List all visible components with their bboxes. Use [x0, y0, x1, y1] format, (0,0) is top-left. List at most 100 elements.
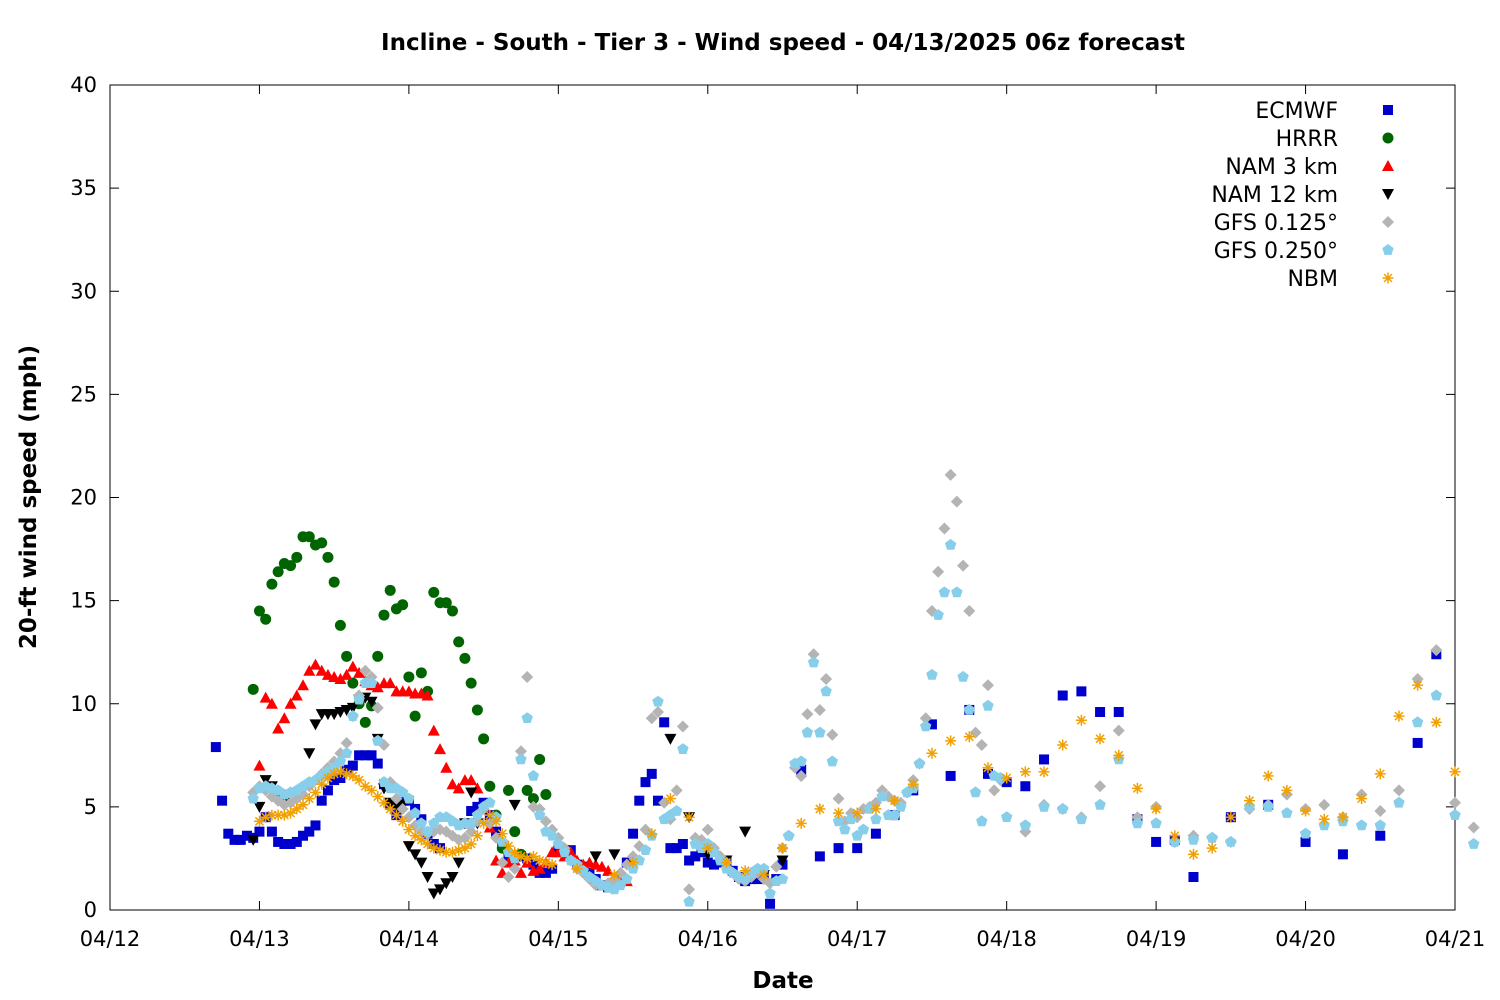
data-point [354, 750, 365, 761]
data-point [839, 823, 851, 835]
data-point [702, 842, 714, 854]
data-point [527, 769, 540, 781]
data-point [415, 667, 427, 679]
x-tick-label: 04/16 [678, 927, 739, 951]
data-point [359, 664, 372, 677]
data-point [403, 671, 415, 683]
data-point [1318, 798, 1331, 811]
data-point [981, 679, 994, 692]
data-point [303, 531, 315, 543]
data-point [440, 597, 452, 609]
data-point [870, 813, 882, 825]
data-point [851, 807, 863, 819]
y-tick-label: 5 [84, 795, 97, 819]
data-point [365, 696, 378, 708]
data-point [217, 795, 228, 806]
data-point [402, 841, 415, 853]
y-tick-label: 20 [70, 486, 97, 510]
data-point [546, 829, 558, 841]
data-point [334, 755, 347, 767]
data-point [832, 815, 845, 827]
legend-marker [1382, 216, 1394, 228]
data-point [508, 862, 521, 875]
data-point [1151, 836, 1162, 847]
data-point [1318, 813, 1330, 825]
data-point [434, 884, 447, 896]
data-point [646, 768, 657, 779]
legend-marker [1383, 105, 1393, 115]
data-point [552, 838, 564, 849]
data-point [459, 842, 471, 854]
x-tick-label: 04/17 [827, 927, 888, 951]
data-point [665, 843, 676, 854]
data-point [346, 660, 359, 672]
data-point [371, 681, 384, 693]
legend-marker [1382, 189, 1394, 200]
data-point [223, 828, 234, 839]
data-point [708, 846, 720, 858]
data-point [820, 673, 833, 685]
data-point [334, 673, 347, 684]
data-point [870, 828, 881, 839]
data-point [260, 613, 272, 625]
data-point [1392, 784, 1405, 797]
data-point [826, 728, 839, 741]
data-point [1430, 689, 1442, 701]
data-point [484, 780, 496, 792]
data-point [709, 859, 720, 870]
data-point [982, 762, 994, 774]
data-point [521, 712, 533, 723]
data-point [783, 829, 795, 841]
data-point [465, 817, 477, 829]
data-point [770, 860, 783, 873]
data-point [210, 742, 221, 753]
data-point [316, 537, 328, 549]
data-point [963, 731, 975, 743]
data-point [372, 650, 384, 662]
data-point [1187, 848, 1199, 860]
data-point [595, 860, 608, 872]
data-point [335, 773, 346, 783]
data-point [1094, 780, 1107, 793]
data-point [322, 785, 333, 796]
data-point [360, 750, 371, 761]
data-point [739, 826, 752, 838]
y-tick-label: 40 [70, 73, 97, 97]
x-tick-label: 04/19 [1126, 927, 1187, 951]
data-point [372, 734, 384, 746]
data-point [777, 842, 788, 854]
data-point [465, 774, 478, 786]
data-point [857, 823, 870, 835]
data-point [285, 839, 296, 849]
data-point [1337, 849, 1348, 860]
x-tick-label: 04/14 [379, 927, 440, 951]
data-point [521, 784, 533, 796]
data-point [670, 805, 683, 816]
data-point [446, 605, 458, 617]
data-point [347, 770, 359, 782]
data-point [315, 664, 328, 676]
legend: ECMWF HRRR NAM 3 km NAM 12 km GFS 0.125° GFS … [1211, 99, 1394, 292]
data-point [889, 795, 901, 807]
data-point [272, 566, 284, 578]
data-point [347, 760, 358, 771]
data-point [1020, 781, 1031, 792]
data-point [1355, 819, 1368, 831]
data-point [1076, 686, 1087, 697]
legend-marker [1382, 132, 1394, 144]
data-point [988, 784, 1001, 797]
data-point [496, 856, 509, 869]
data-point [403, 792, 415, 804]
data-point [664, 733, 677, 745]
data-point [397, 815, 409, 827]
data-point [1094, 733, 1106, 745]
data-point [589, 851, 602, 863]
data-point [527, 850, 539, 862]
data-point [1019, 766, 1031, 778]
data-point [1131, 817, 1144, 829]
data-point [1281, 784, 1293, 796]
data-point [329, 775, 340, 786]
data-point [684, 855, 695, 866]
data-point [346, 702, 359, 714]
